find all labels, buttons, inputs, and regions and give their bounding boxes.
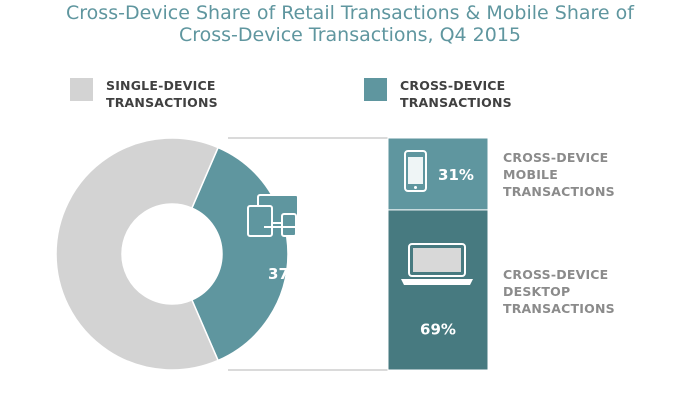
legend-label-single-device-line-1: SINGLE-DEVICE bbox=[106, 78, 216, 93]
legend-label-single-device-line-2: TRANSACTIONS bbox=[106, 95, 218, 110]
legend-label-cross-device-line-2: TRANSACTIONS bbox=[400, 95, 512, 110]
chart-title-line-1: Cross-Device Share of Retail Transaction… bbox=[66, 2, 634, 24]
legend-label-cross-device-line-1: CROSS-DEVICE bbox=[400, 78, 506, 93]
laptop-icon bbox=[401, 243, 473, 285]
label-mobile-line-3: TRANSACTIONS bbox=[503, 184, 615, 199]
label-mobile-line-2: MOBILE bbox=[503, 167, 558, 182]
label-desktop-line-3: TRANSACTIONS bbox=[503, 301, 615, 316]
smartphone-icon bbox=[404, 150, 427, 192]
stack-label-mobile: 31% bbox=[438, 166, 474, 184]
chart-title-line-2: Cross-Device Transactions, Q4 2015 bbox=[178, 24, 522, 46]
donut-slice-cross-device bbox=[190, 146, 289, 362]
donut-chart: 37% bbox=[55, 137, 304, 371]
legend-swatch-single-device bbox=[70, 78, 93, 101]
legend-label-cross-device: CROSS-DEVICE TRANSACTIONS bbox=[400, 77, 512, 111]
devices-icon bbox=[247, 194, 300, 237]
label-mobile-line-1: CROSS-DEVICE bbox=[503, 150, 609, 165]
chart-title: Cross-Device Share of Retail Transaction… bbox=[0, 2, 700, 46]
label-desktop-line-1: CROSS-DEVICE bbox=[503, 267, 609, 282]
legend-swatch-cross-device bbox=[364, 78, 387, 101]
stacked-bar: 31% 69% bbox=[387, 137, 489, 371]
legend-label-single-device: SINGLE-DEVICE TRANSACTIONS bbox=[106, 77, 218, 111]
donut-slice-single-device bbox=[55, 137, 220, 371]
stack-segment-desktop bbox=[387, 209, 489, 371]
label-cross-device-desktop: CROSS-DEVICE DESKTOP TRANSACTIONS bbox=[503, 266, 615, 317]
donut-label-cross-device: 37% bbox=[268, 265, 304, 283]
label-desktop-line-2: DESKTOP bbox=[503, 284, 571, 299]
label-cross-device-mobile: CROSS-DEVICE MOBILE TRANSACTIONS bbox=[503, 149, 615, 200]
stack-label-desktop: 69% bbox=[420, 320, 456, 338]
